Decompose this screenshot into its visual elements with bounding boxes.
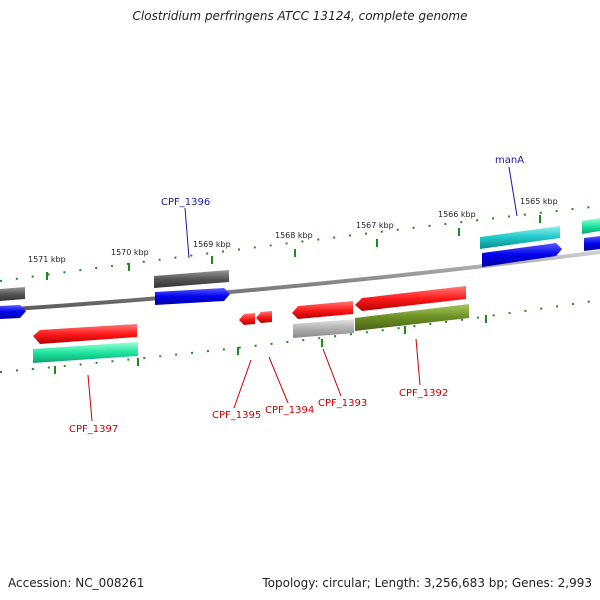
genome-title: Clostridium perfringens ATCC 13124, comp…: [132, 9, 468, 23]
gene-cpf-1396[interactable]: [154, 270, 230, 305]
gene-label-cpf-1393[interactable]: CPF_1393: [318, 398, 367, 409]
genome-summary-text: Topology: circular; Length: 3,256,683 bp…: [262, 576, 592, 590]
gene-label-cpf-1395[interactable]: CPF_1395: [212, 410, 261, 421]
tick-label-1567: 1567 kbp: [356, 221, 394, 230]
leader-cpf-1392: [415, 338, 421, 386]
gene-cpf-1393[interactable]: [292, 301, 354, 338]
gene-left-edge-upper[interactable]: [0, 287, 26, 319]
gene-label-cpf-1396[interactable]: CPF_1396: [161, 197, 210, 208]
gene-man-a[interactable]: [480, 226, 562, 267]
gene-cpf-1392[interactable]: [355, 286, 469, 331]
genome-backbone: [0, 250, 600, 312]
gene-label-cpf-1392[interactable]: CPF_1392: [399, 388, 448, 399]
tick-label-1565: 1565 kbp: [520, 197, 558, 206]
leader-cpf-1395: [233, 359, 252, 409]
major-ticks-upper: [46, 215, 541, 280]
tick-label-1570: 1570 kbp: [111, 248, 149, 257]
leader-cpf-1393: [322, 348, 342, 397]
gene-label-cpf-1394[interactable]: CPF_1394: [265, 405, 314, 416]
gene-cpf-1397[interactable]: [33, 324, 138, 363]
leader-man-a: [508, 166, 518, 217]
tick-label-1566: 1566 kbp: [438, 210, 476, 219]
gene-cpf-1394[interactable]: [256, 311, 272, 323]
gene-label-man-a[interactable]: manA: [495, 155, 524, 166]
leader-cpf-1394: [268, 356, 289, 404]
tick-label-1568: 1568 kbp: [275, 231, 313, 240]
accession-text: Accession: NC_008261: [8, 576, 145, 590]
leader-cpf-1396: [184, 207, 190, 259]
gene-label-cpf-1397[interactable]: CPF_1397: [69, 424, 118, 435]
tick-label-1571: 1571 kbp: [28, 255, 66, 264]
tick-label-1569: 1569 kbp: [193, 240, 231, 249]
major-ticks-lower: [54, 315, 487, 374]
leader-cpf-1397: [87, 374, 93, 422]
gene-cpf-1395[interactable]: [239, 313, 255, 325]
gene-right-edge-upper[interactable]: [582, 218, 600, 251]
